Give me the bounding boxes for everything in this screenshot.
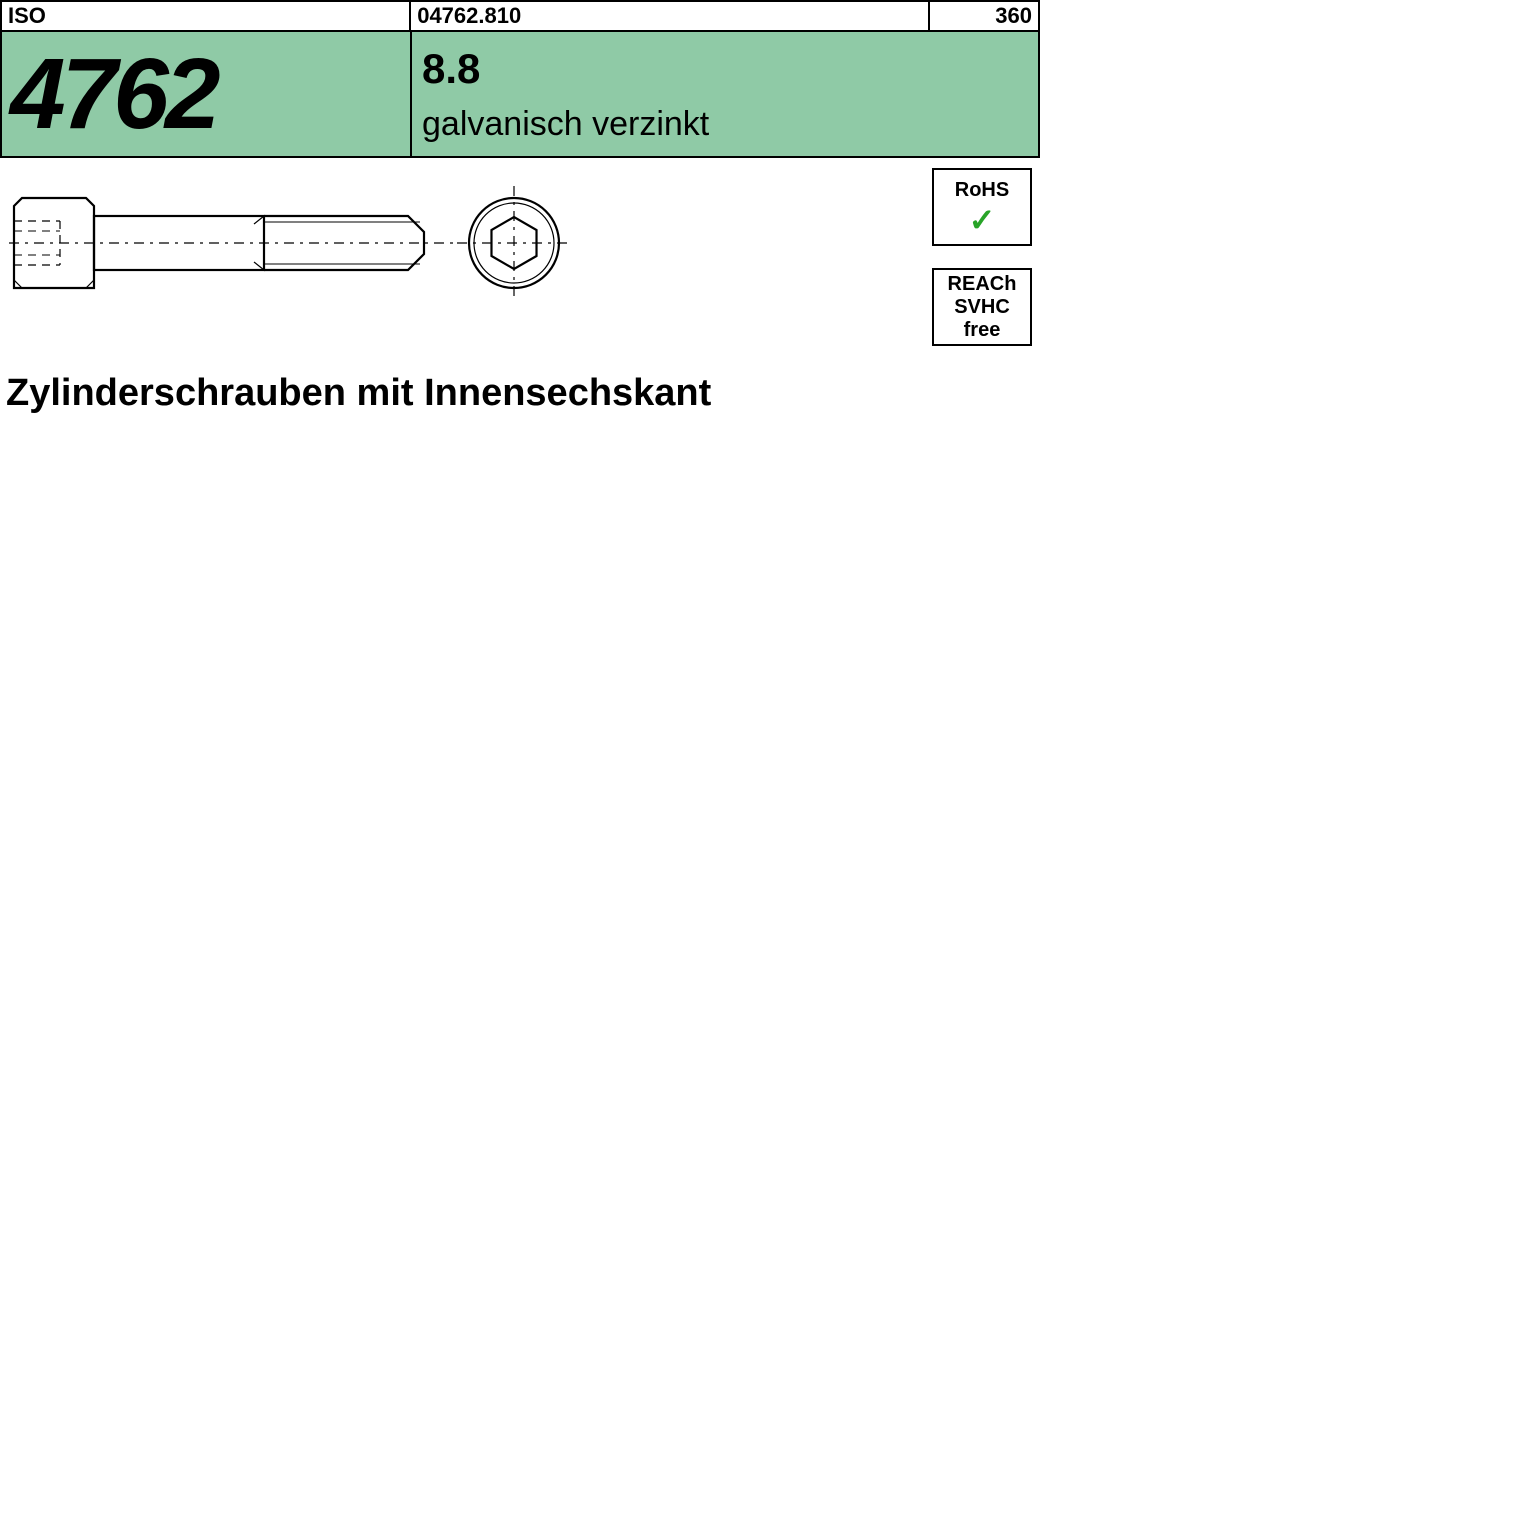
rohs-label: RoHS — [955, 179, 1009, 202]
standard-row: 4762 8.8 galvanisch verzinkt — [0, 30, 1040, 158]
check-icon: ✓ — [969, 204, 996, 236]
reach-line1: REACh — [948, 273, 1017, 296]
rohs-badge: RoHS ✓ — [932, 168, 1032, 246]
reach-line3: free — [964, 319, 1001, 342]
surface-finish: galvanisch verzinkt — [422, 105, 1038, 144]
reach-badge: REACh SVHC free — [932, 268, 1032, 346]
diagram-area: RoHS ✓ REACh SVHC free — [0, 158, 1040, 368]
material-cell: 8.8 galvanisch verzinkt — [412, 32, 1038, 156]
product-spec-card: ISO 04762.810 360 4762 8.8 galvanisch ve… — [0, 0, 1040, 425]
article-code-cell: 04762.810 — [409, 2, 928, 30]
compliance-badges: RoHS ✓ REACh SVHC free — [932, 168, 1032, 346]
screw-diagram-svg — [4, 178, 604, 318]
description-row: Zylinderschrauben mit Innensechskant — [0, 368, 1040, 425]
header-row: ISO 04762.810 360 — [0, 0, 1040, 30]
standard-number-cell: 4762 — [2, 32, 412, 156]
iso-label-cell: ISO — [0, 2, 409, 30]
standard-number: 4762 — [10, 44, 216, 144]
angle-cell: 360 — [928, 2, 1038, 30]
reach-line2: SVHC — [954, 296, 1010, 319]
strength-grade: 8.8 — [422, 45, 1038, 93]
product-description: Zylinderschrauben mit Innensechskant — [6, 372, 711, 414]
